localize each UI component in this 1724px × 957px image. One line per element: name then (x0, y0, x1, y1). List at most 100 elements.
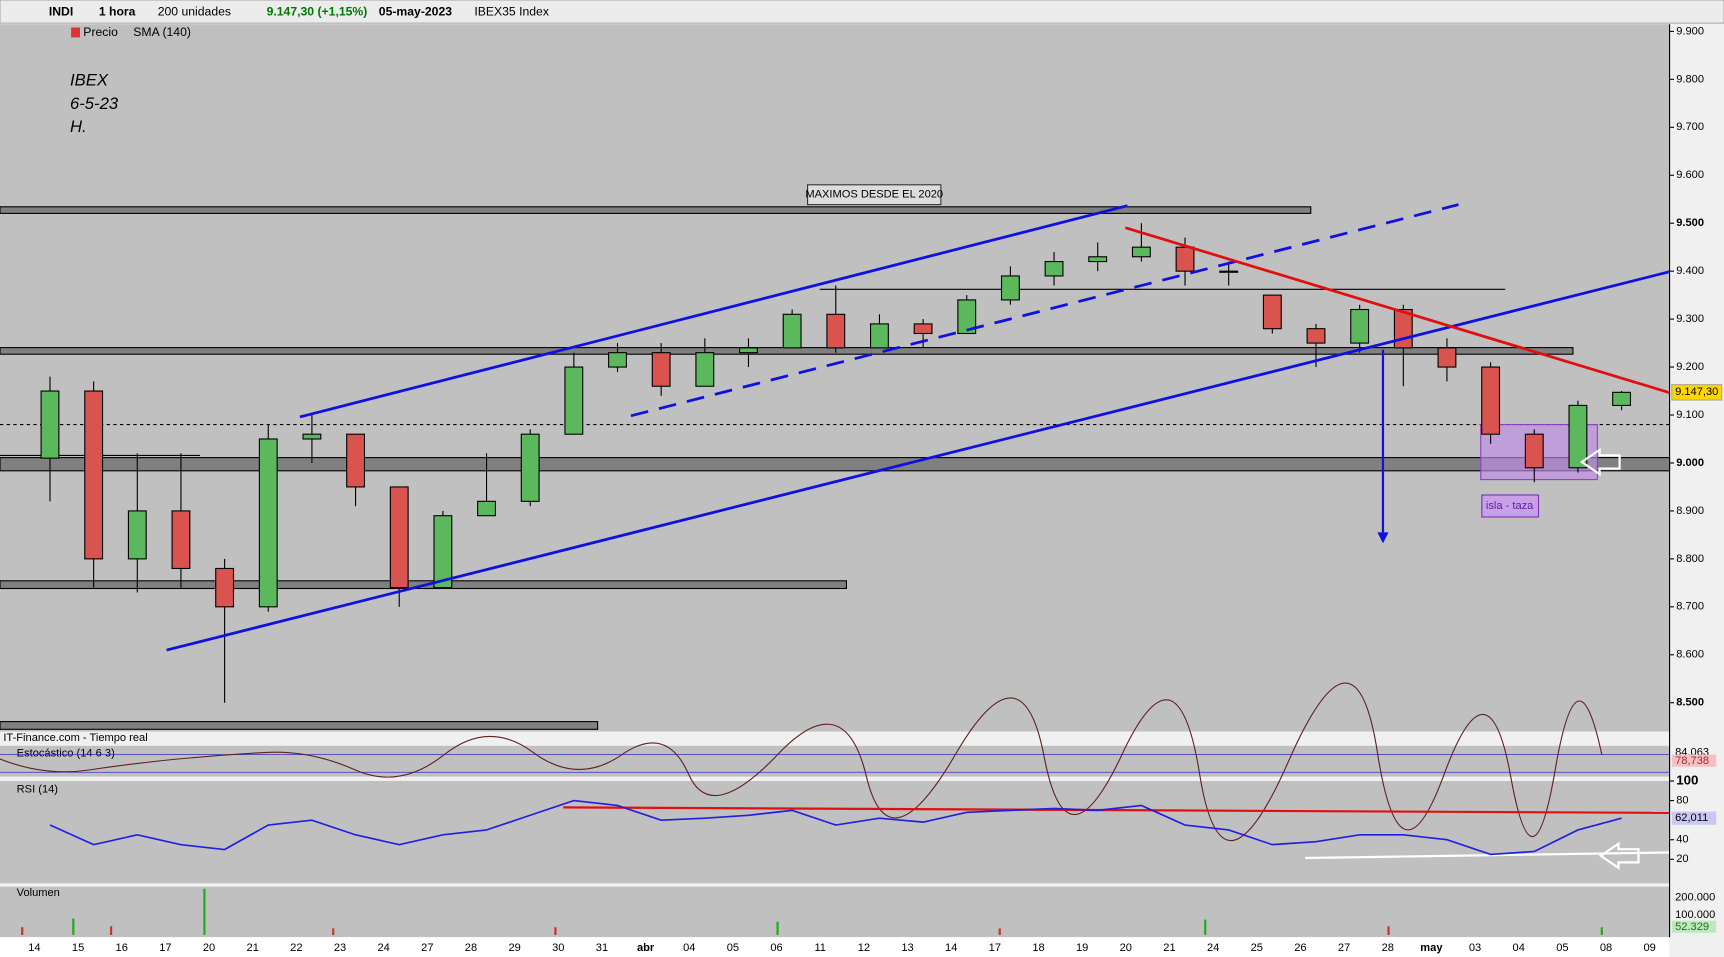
candle-body (1481, 366, 1501, 435)
candle-body (739, 347, 758, 354)
candle-body (957, 299, 977, 335)
stochastic-value: 78,738 (1675, 755, 1709, 767)
candle-body (40, 390, 60, 459)
legend-sma[interactable]: SMA (140) (133, 25, 191, 39)
x-tick-label: 14 (945, 942, 957, 954)
x-tick-label: 28 (1382, 942, 1394, 954)
x-tick-label: 05 (727, 942, 739, 954)
y-tick-label: 8.900 (1676, 505, 1704, 517)
interval[interactable]: 1 hora (99, 4, 136, 18)
y-tick-label: 40 (1676, 834, 1688, 846)
x-tick-label: 20 (1120, 942, 1132, 954)
symbol[interactable]: INDI (49, 4, 73, 18)
units[interactable]: 200 unidades (158, 4, 231, 18)
arrow-head (1377, 532, 1389, 544)
label-box-text: isla - taza (1486, 500, 1534, 512)
y-tick-label: 9.100 (1676, 409, 1704, 421)
x-tick-label: 30 (552, 942, 564, 954)
x-tick-label: 13 (901, 942, 913, 954)
y-tick-label: 9.400 (1676, 265, 1704, 277)
volume-tick: 100.000 (1675, 909, 1715, 921)
toolbar (0, 0, 1724, 24)
label-box (1481, 494, 1540, 518)
y-tick-label: 80 (1676, 795, 1688, 807)
last-price-label: 9.147,30 (1675, 386, 1718, 398)
x-tick-label: 23 (334, 942, 346, 954)
legend-price[interactable]: Precio (83, 25, 118, 39)
zone (0, 721, 599, 730)
volume-panel (0, 886, 1670, 938)
trendline (1124, 226, 1670, 395)
note: 6-5-23 (70, 94, 119, 113)
white-arrow (1598, 841, 1640, 870)
x-tick-label: 21 (247, 942, 259, 954)
x-tick-label: 06 (770, 942, 782, 954)
x-tick-label: 22 (290, 942, 302, 954)
x-tick-label: 17 (989, 942, 1001, 954)
rsi-panel (0, 781, 1670, 884)
x-tick-label: 31 (596, 942, 608, 954)
rsi-line (49, 799, 1622, 856)
candle-body (171, 510, 191, 570)
y-tick-label: 9.600 (1676, 169, 1704, 181)
zone (0, 206, 1312, 214)
x-tick-label: 25 (1251, 942, 1263, 954)
index: IBEX35 Index (474, 4, 549, 18)
x-tick-label: 16 (116, 942, 128, 954)
x-tick-label: 18 (1032, 942, 1044, 954)
value-box (1671, 811, 1717, 825)
x-tick-label: 27 (1338, 942, 1350, 954)
x-tick-label: 19 (1076, 942, 1088, 954)
candle-body (1088, 256, 1108, 263)
candle-body (869, 323, 889, 349)
x-tick-label: 26 (1294, 942, 1306, 954)
value-box (1671, 920, 1717, 933)
candle-body (258, 438, 278, 608)
candle-body (1262, 294, 1282, 330)
x-tick-label: 05 (1556, 942, 1568, 954)
y-tick-label: 20 (1676, 853, 1688, 865)
y-tick-label: 8.800 (1676, 553, 1704, 565)
candle-body (1524, 433, 1544, 469)
price-panel (0, 24, 1670, 732)
x-tick-label: 24 (1207, 942, 1219, 954)
candle-body (1350, 308, 1370, 344)
note: IBEX (70, 71, 109, 90)
white-arrow (1579, 447, 1621, 477)
candle-body (564, 366, 584, 435)
volume-value: 52.329 (1675, 921, 1709, 933)
candle-body (433, 515, 453, 589)
candle-body (346, 433, 366, 488)
x-axis (0, 937, 1670, 957)
y-tick-label: 9.800 (1676, 73, 1704, 85)
date: 05-may-2023 (379, 4, 453, 18)
candle-body (913, 323, 933, 335)
candle-body (84, 390, 104, 560)
quote: 9.147,30 (+1,15%) (267, 4, 368, 18)
candle-body (826, 313, 846, 349)
candle-body (695, 352, 715, 387)
stochastic-line (0, 682, 1603, 841)
x-tick-label: may (1420, 942, 1443, 954)
volume-bars (21, 926, 1390, 936)
candle-body (1131, 246, 1151, 258)
x-tick-label: 15 (72, 942, 84, 954)
candle-body (477, 500, 496, 517)
candle-body (1219, 270, 1239, 273)
x-tick-label: 08 (1600, 942, 1612, 954)
rsi-trendline (1305, 851, 1670, 860)
y-tick-label: 9.900 (1676, 25, 1704, 37)
rsi-trendline (563, 806, 1670, 814)
candle-body (302, 433, 322, 440)
zone (0, 457, 1671, 472)
y-tick-label: 9.000 (1676, 457, 1704, 469)
stochastic-value: 84,063 (1675, 746, 1709, 758)
stochastic-panel (0, 745, 1670, 777)
value-box (1671, 754, 1717, 767)
y-tick-label: 8.700 (1676, 601, 1704, 613)
x-tick-label: 04 (683, 942, 695, 954)
x-tick-label: 21 (1163, 942, 1175, 954)
x-tick-label: 20 (203, 942, 215, 954)
